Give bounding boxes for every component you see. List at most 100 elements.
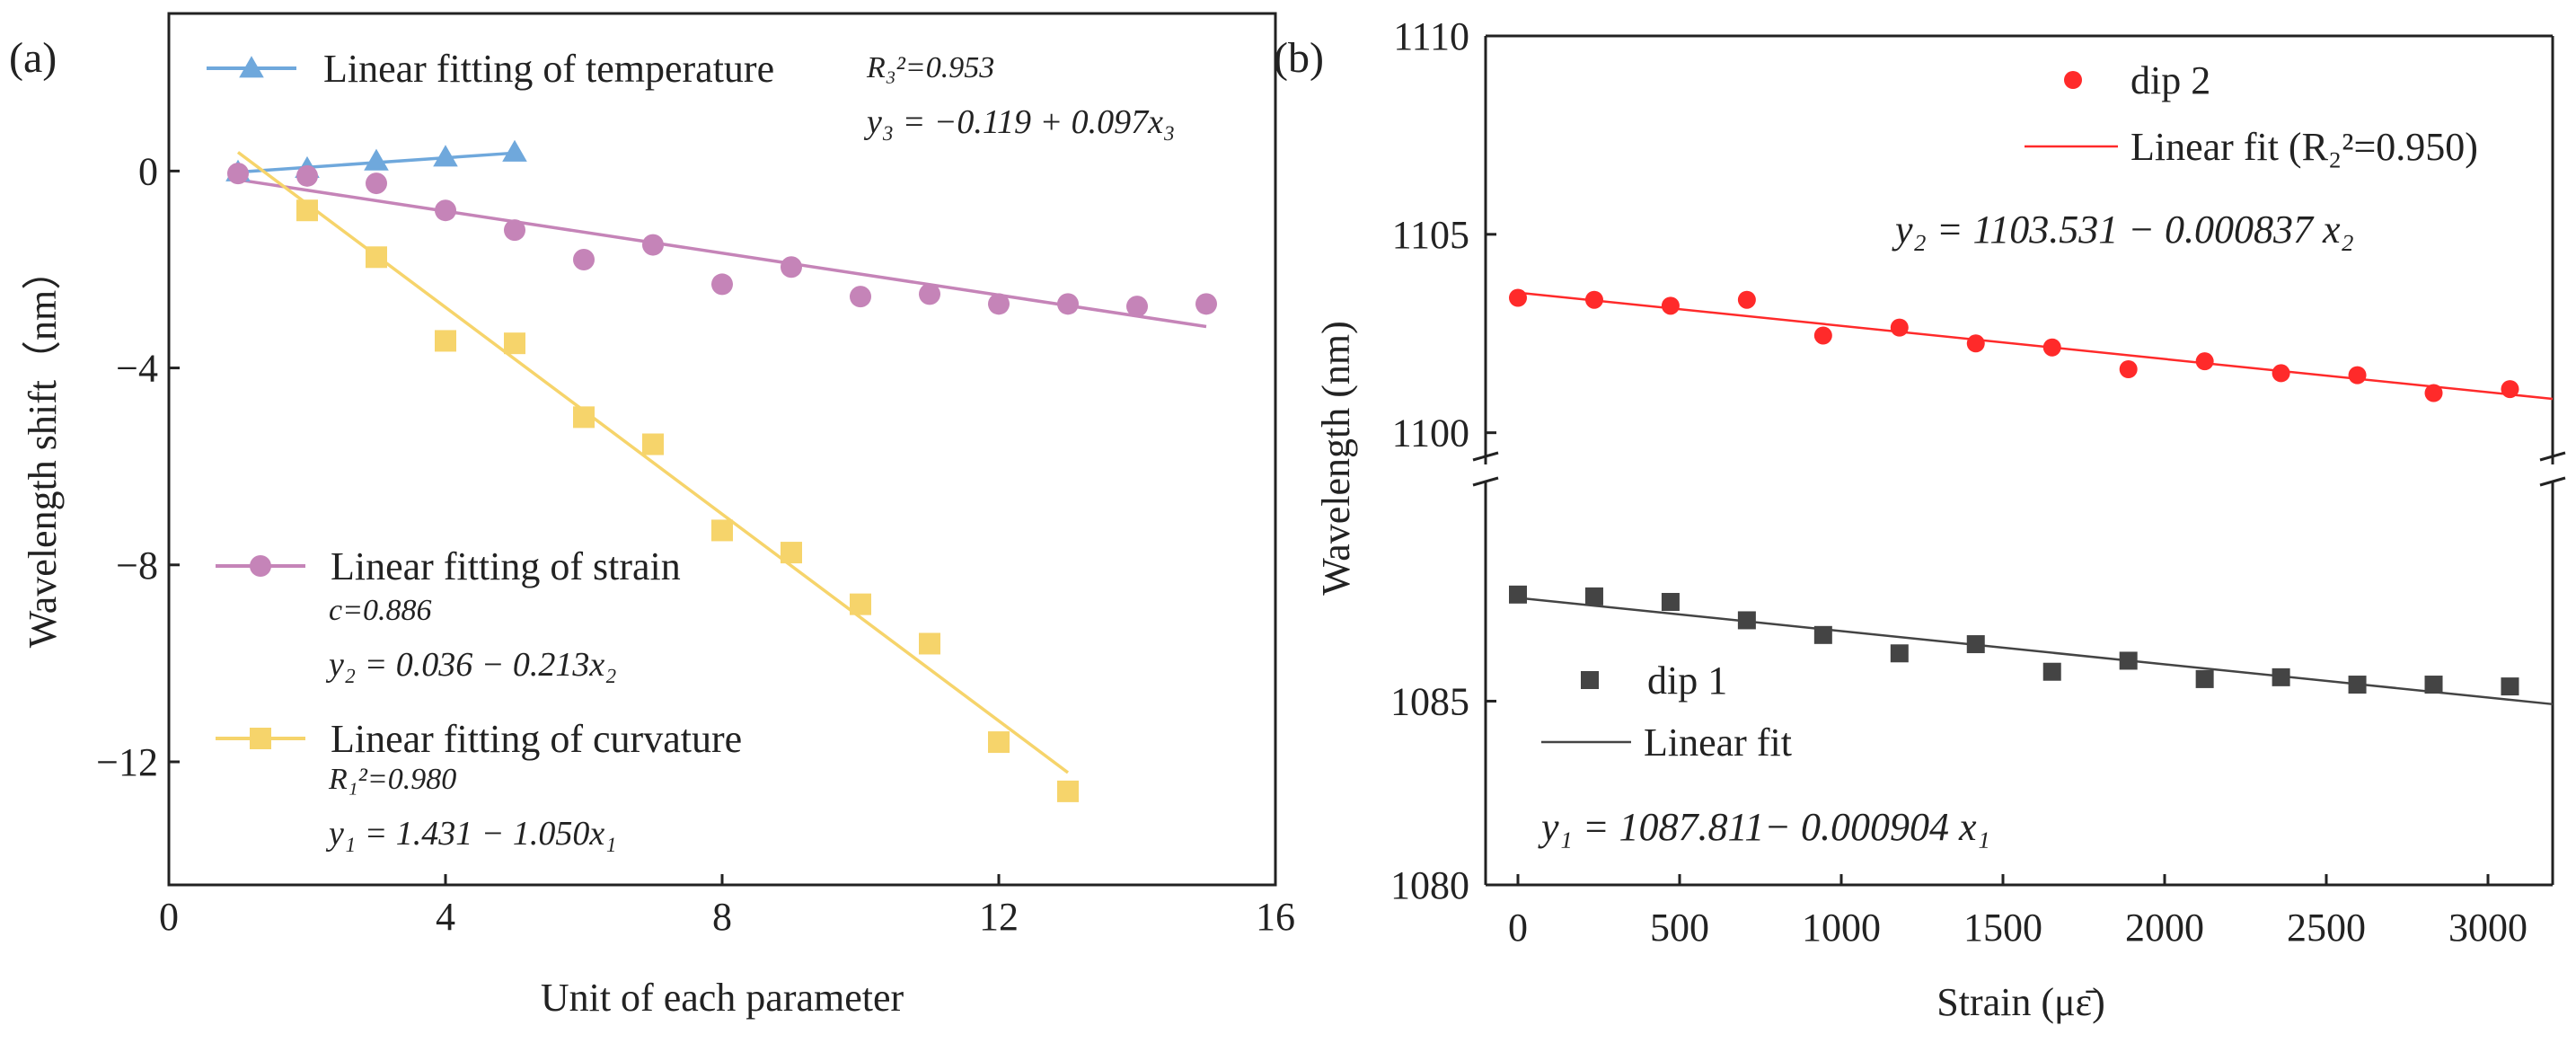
panel-a-point-square <box>642 433 664 455</box>
panel-a-point-circle <box>711 273 733 296</box>
panel-b-label: (b) <box>1274 34 1324 82</box>
panel-b: (b) 0 500 1000 1500 2000 2500 3000 1100 1105 1110… <box>1274 14 2566 1024</box>
panel-b-x-tick-label: 1000 <box>1802 906 1881 950</box>
panel-a-point-square <box>919 632 940 655</box>
panel-a-point-circle <box>573 249 595 271</box>
panel-b-point-circle <box>2119 360 2138 378</box>
panel-b-legend: dip 2 Linear fit (R₂²=0.950) y₂ = 1103.531… <box>1538 58 2478 849</box>
panel-a-point-square <box>366 246 387 269</box>
panel-a-point-circle <box>504 219 525 242</box>
panel-b-point-square <box>2195 669 2214 688</box>
panel-a-point-circle <box>435 199 456 222</box>
panel-b-x-tick-label: 3000 <box>2448 906 2527 950</box>
panel-b-data-points <box>1509 288 2519 696</box>
panel-a-fit-line-1 <box>237 178 1207 329</box>
panel-b-y-tick-label: 1100 <box>1392 411 1469 455</box>
panel-a-point-square <box>504 332 525 355</box>
panel-b-legend-label: dip 2 <box>2130 58 2210 102</box>
panel-a-x-axis-label: Unit of each parameter <box>541 976 904 1020</box>
panel-b-x-tick-label: 500 <box>1650 906 1709 950</box>
panel-a-point-square <box>573 406 595 429</box>
panel-a-fit-annotation: y₁ = 1.431 − 1.050x₁ <box>325 815 616 853</box>
panel-a-point-circle <box>296 164 318 187</box>
panel-b-point-square <box>1509 585 1527 604</box>
panel-b-point-circle <box>1890 318 1909 337</box>
panel-b-point-square <box>1737 611 1756 630</box>
panel-a-legend-label: Linear fitting of temperature <box>323 47 774 91</box>
panel-a-point-circle <box>850 286 871 308</box>
panel-b-x-tick-label: 1500 <box>1963 906 2042 950</box>
panel-a-y-tick-label: −4 <box>116 347 158 391</box>
panel-a-point-circle <box>1057 293 1079 315</box>
panel-b-y-tick-label: 1085 <box>1390 679 1469 723</box>
panel-a-point-circle <box>227 163 249 185</box>
panel-b-point-square <box>2042 662 2061 681</box>
panel-b-plot-frame <box>1484 34 2554 887</box>
panel-a-legend-marker <box>239 56 264 78</box>
panel-b-point-square <box>1813 625 1832 644</box>
panel-b-fit-line-0 <box>1517 291 2554 401</box>
panel-a-point-square <box>1057 780 1079 802</box>
panel-a-point-circle <box>1195 293 1217 315</box>
panel-a-x-tick-label: 8 <box>712 895 732 939</box>
panel-b-point-square <box>1584 587 1603 606</box>
panel-a-x-tick-label: 16 <box>1256 895 1295 939</box>
panel-a-ticks: 0 4 8 12 16 0 −4 −8 −12 <box>96 149 1295 939</box>
panel-a-y-tick-label: −8 <box>116 544 158 588</box>
panel-a-fit-annotation: y₂ = 0.036 − 0.213x₂ <box>325 646 616 684</box>
panel-b-point-circle <box>2042 338 2061 357</box>
panel-b-point-square <box>2501 677 2519 696</box>
panel-b-fit-line-1 <box>1517 597 2554 706</box>
panel-a-label: (a) <box>9 34 57 82</box>
panel-b-x-tick-label: 2000 <box>2125 906 2204 950</box>
panel-b-legend-label: dip 1 <box>1647 659 1727 703</box>
panel-a-legend-marker <box>250 728 271 749</box>
panel-a-point-circle <box>781 256 802 278</box>
panel-b-point-circle <box>1584 290 1603 309</box>
panel-a-x-tick-label: 12 <box>979 895 1019 939</box>
panel-a-legend-label: Linear fitting of curvature <box>331 717 742 761</box>
panel-b-point-circle <box>2348 366 2367 385</box>
panel-a-y-tick-label: −12 <box>96 740 158 784</box>
panel-a-fit-annotation: R₁²=0.980 <box>328 763 456 796</box>
panel-a-x-tick-label: 4 <box>436 895 455 939</box>
panel-a-point-square <box>850 593 871 615</box>
panel-a-point-circle <box>988 293 1010 315</box>
panel-a-point-circle <box>919 283 940 305</box>
panel-b-x-axis-label: Strain (με̄) <box>1936 980 2104 1024</box>
panel-a-fit-annotation: R₃²=0.953 <box>866 51 994 84</box>
panel-a-legend-marker <box>250 555 271 577</box>
panel-b-y-axis-label: Wavelength (nm) <box>1314 321 1358 596</box>
panel-b-point-square <box>2272 667 2290 686</box>
panel-a-fit-annotation: c=0.886 <box>329 594 432 627</box>
panel-a-point-triangle <box>364 148 389 171</box>
panel-b-point-square <box>2119 651 2138 670</box>
panel-b-fit-equation: y₂ = 1103.531 − 0.000837 x₂ <box>1892 208 2354 252</box>
panel-a-point-square <box>435 330 456 352</box>
panel-b-point-circle <box>1737 290 1756 309</box>
panel-b-point-square <box>2424 676 2443 694</box>
panel-b-legend-marker <box>1581 671 1599 689</box>
panel-a-y-tick-label: 0 <box>138 149 158 193</box>
panel-b-x-tick-label: 2500 <box>2287 906 2366 950</box>
panel-b-legend-label: Linear fit <box>1644 720 1792 765</box>
panel-b-y-tick-label: 1110 <box>1393 14 1469 58</box>
panel-a-point-circle <box>366 172 387 195</box>
panel-a-legend-label: Linear fitting of strain <box>331 544 681 588</box>
panel-b-point-square <box>2348 676 2367 694</box>
panel-b-point-circle <box>2424 384 2443 402</box>
panel-b-point-circle <box>2272 364 2290 383</box>
panel-b-point-square <box>1966 635 1985 654</box>
panel-b-x-tick-label: 0 <box>1508 906 1528 950</box>
panel-a-point-triangle <box>502 139 527 162</box>
panel-b-fit-equation: y₁ = 1087.811− 0.000904 x₁ <box>1538 805 1990 849</box>
panel-a-point-triangle <box>433 145 458 167</box>
panel-a-y-axis-label: Wavelength shift（nm） <box>21 251 65 649</box>
panel-b-point-circle <box>2501 380 2519 399</box>
panel-a-legend: Linear fitting of temperature R₃²=0.953 y₃… <box>207 47 1175 853</box>
panel-a-point-square <box>781 542 802 564</box>
panel-a-x-tick-label: 0 <box>159 895 179 939</box>
panel-a: (a) 0 4 8 12 16 0 −4 −8 −12 Linear fitting of te… <box>9 12 1295 1020</box>
panel-a-point-circle <box>1126 296 1148 318</box>
